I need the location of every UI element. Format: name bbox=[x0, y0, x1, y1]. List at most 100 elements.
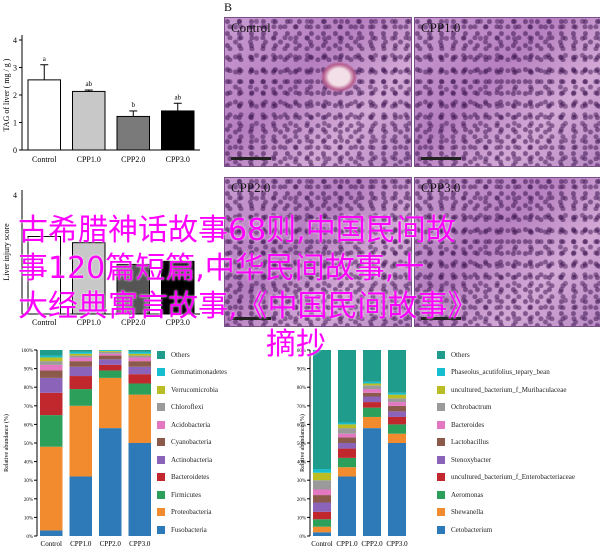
stack-segment bbox=[313, 519, 331, 527]
tag-bar-chart: 0 1 2 3 4 TAG of liver ( mg / g ) a Control ab CP… bbox=[2, 35, 200, 164]
legend-label: Actinobacteria bbox=[171, 455, 213, 464]
y-tick-label: 30% bbox=[297, 479, 306, 484]
stack-segment bbox=[313, 502, 331, 512]
stack-segment bbox=[338, 428, 356, 434]
significance-letter: b bbox=[132, 101, 136, 109]
overlay-line: 古希腊神话故事68则,中国民间故 bbox=[18, 213, 456, 248]
x-tick-label: CPP1.0 bbox=[336, 540, 358, 548]
stack-segment bbox=[69, 351, 92, 354]
y-tick-label: 10% bbox=[297, 516, 306, 521]
legend-item: Proteobacteria bbox=[157, 504, 297, 522]
legend-item: Ochrobactrum bbox=[437, 399, 600, 417]
legend-item: Cyanobacteria bbox=[157, 434, 297, 452]
overlay-line: 摘抄 bbox=[266, 327, 326, 362]
stack-segment bbox=[40, 392, 63, 416]
y-tick-label: 0% bbox=[26, 535, 33, 540]
y-tick-label: 3 bbox=[13, 64, 17, 73]
legend-swatch bbox=[437, 525, 445, 534]
legend-swatch bbox=[157, 455, 165, 464]
stack-segment bbox=[99, 350, 122, 352]
legend-label: Shewanella bbox=[451, 508, 484, 517]
legend-item: Bacteroidetes bbox=[157, 469, 297, 487]
legend-swatch bbox=[437, 350, 445, 359]
x-tick-label: CPP2.0 bbox=[121, 318, 145, 327]
y-tick-label: 70% bbox=[24, 405, 33, 410]
stack-segment bbox=[388, 405, 406, 412]
stack-segment bbox=[363, 381, 381, 384]
y-tick-label: 90% bbox=[24, 368, 33, 373]
x-tick-label: CPP1.0 bbox=[77, 318, 101, 327]
legend-label: Others bbox=[451, 350, 470, 359]
stack-segment bbox=[128, 351, 151, 354]
x-tick-label: Control bbox=[32, 318, 57, 327]
stack-segment bbox=[40, 364, 63, 371]
y-tick-label: 10% bbox=[24, 516, 33, 521]
stack-segment bbox=[388, 411, 406, 417]
stack-segment bbox=[363, 402, 381, 408]
y-tick-label: 50% bbox=[24, 442, 33, 447]
stack-segment bbox=[363, 389, 381, 393]
stack-segment bbox=[40, 361, 63, 365]
legend-swatch bbox=[437, 490, 445, 499]
stack-segment bbox=[40, 377, 63, 393]
legend-item: Others bbox=[157, 346, 297, 364]
stack-segment bbox=[313, 526, 331, 533]
stack-segment bbox=[69, 405, 92, 477]
legend-label: Gemmatimonadetes bbox=[171, 368, 227, 377]
stack-segment bbox=[99, 355, 122, 360]
legend-item: Firmicutes bbox=[157, 486, 297, 504]
significance-letter: ab bbox=[174, 93, 181, 101]
x-tick-label: Control bbox=[311, 540, 332, 548]
stack-segment bbox=[40, 350, 63, 356]
legend-swatch bbox=[437, 403, 445, 412]
overlay-line: 事120篇短篇,中华民间故事,十 bbox=[18, 251, 425, 286]
vessel-mark bbox=[321, 62, 357, 92]
stack-segment bbox=[128, 353, 151, 356]
stack-segment bbox=[128, 355, 151, 358]
significance-letter: ab bbox=[85, 80, 92, 88]
legend-swatch bbox=[437, 385, 445, 394]
stack-segment bbox=[69, 350, 92, 352]
x-tick-label: CPP3.0 bbox=[386, 540, 408, 548]
stack-segment bbox=[363, 407, 381, 417]
stack-segment bbox=[338, 422, 356, 425]
y-tick-label: 4 bbox=[13, 191, 17, 200]
stack-segment bbox=[40, 357, 63, 362]
stack-segment bbox=[128, 350, 151, 352]
bar bbox=[116, 263, 150, 315]
stack-segment bbox=[128, 366, 151, 375]
stack-segment bbox=[388, 394, 406, 399]
y-tick-label: 100% bbox=[296, 349, 306, 354]
legend-label: uncultured_bacterium_f_Muribaculaceae bbox=[451, 385, 567, 394]
stack-segment bbox=[69, 389, 92, 406]
phylum-legend: Others Gemmatimonadetes Verrucomicrobia Chl… bbox=[157, 346, 297, 539]
x-tick-label: Control bbox=[32, 155, 57, 164]
stack-segment bbox=[363, 385, 381, 390]
stack-segment bbox=[388, 443, 406, 536]
legend-swatch bbox=[157, 438, 165, 447]
legend-item: Others bbox=[437, 346, 600, 364]
legend-label: Acidobacteria bbox=[171, 420, 211, 429]
y-tick-label: 60% bbox=[297, 423, 306, 428]
y-tick-label: 80% bbox=[297, 386, 306, 391]
injury-bar-chart: 4 Liver injury score Control CPP1.0 CPP2.0 CP… bbox=[2, 190, 200, 327]
legend-swatch bbox=[437, 455, 445, 464]
stack-segment bbox=[388, 402, 406, 406]
stack-segment bbox=[99, 359, 122, 365]
stack-segment bbox=[338, 467, 356, 477]
stack-segment bbox=[99, 377, 122, 429]
stack-segment bbox=[40, 415, 63, 447]
bar bbox=[116, 115, 150, 151]
micrograph-cpp2: CPP2.0 bbox=[224, 177, 412, 327]
stack-segment bbox=[338, 350, 356, 423]
x-tick-label: CPP2.0 bbox=[361, 540, 383, 548]
legend-swatch bbox=[437, 438, 445, 447]
stack-segment bbox=[363, 350, 381, 382]
y-tick-label: 90% bbox=[297, 368, 306, 373]
y-tick-label: 50% bbox=[297, 442, 306, 447]
micrograph-label: Control bbox=[231, 20, 271, 35]
stack-segment bbox=[313, 532, 331, 536]
legend-swatch bbox=[157, 403, 165, 412]
stack-segment bbox=[388, 392, 406, 395]
x-tick-label: CPP2.0 bbox=[100, 540, 122, 548]
